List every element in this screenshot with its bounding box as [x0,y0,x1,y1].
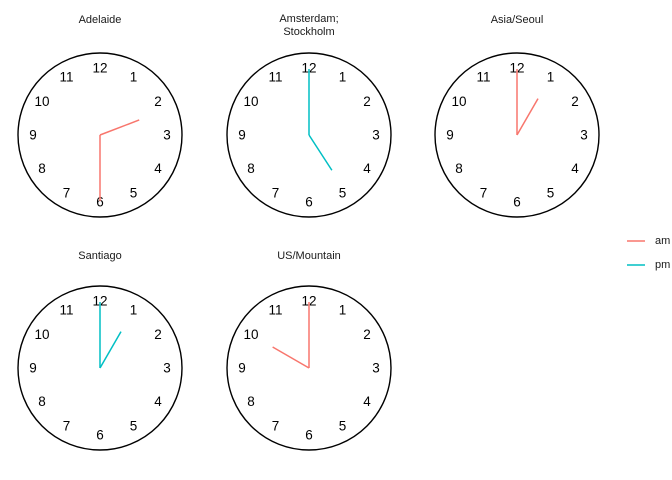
clock-number: 11 [268,69,282,84]
clock-number: 12 [509,61,524,76]
legend: am pm [627,235,670,271]
clock-face [17,52,183,218]
clock-number: 1 [547,69,555,84]
clock-number: 5 [339,419,347,434]
clock-number: 8 [38,394,46,409]
clock-number: 9 [446,128,454,143]
clock-number: 1 [339,302,347,317]
hour-hand [516,98,539,136]
clock-number: 5 [130,419,138,434]
clock-number: 1 [130,69,138,84]
clock-number: 2 [571,94,579,109]
clock-number: 10 [243,327,258,342]
clock-number: 4 [154,394,162,409]
clock-number: 2 [363,94,371,109]
clock-face [17,285,183,451]
clock-number: 12 [92,294,107,309]
clock-number: 7 [272,419,280,434]
legend-item: pm [627,259,670,271]
clock-face [226,285,392,451]
hour-hand [99,119,140,136]
clock-number: 3 [163,128,171,143]
clock-number: 6 [96,428,104,443]
clock-number: 4 [363,394,371,409]
clock-number: 12 [301,61,316,76]
clock-number: 7 [272,186,280,201]
clock-number: 11 [268,302,282,317]
clock-number: 11 [59,302,73,317]
panel-title: Stockholm [283,26,334,38]
clock-number: 8 [247,161,255,176]
clock-number: 6 [513,195,521,210]
clock-number: 1 [130,302,138,317]
clock-number: 8 [455,161,463,176]
clock-face [434,52,600,218]
clock-number: 2 [154,327,162,342]
clock-number: 6 [96,195,104,210]
clock-number: 7 [480,186,488,201]
clock-number: 4 [363,161,371,176]
hour-hand [99,331,122,369]
panel-title: Asia/Seoul [491,14,544,26]
clock-number: 3 [580,128,588,143]
clock-panels: Adelaide121234567891011Amsterdam;Stockho… [17,13,600,451]
clock-number: 12 [301,294,316,309]
clock-number: 11 [476,69,490,84]
clock-number: 5 [339,186,347,201]
clock-number: 8 [38,161,46,176]
clock-number: 3 [372,361,380,376]
legend-item: am [627,235,670,247]
clock-number: 10 [451,94,466,109]
clock-number: 11 [59,69,73,84]
clock-number: 10 [243,94,258,109]
clock-number: 9 [238,128,246,143]
clock-number: 8 [247,394,255,409]
clock-number: 9 [29,128,37,143]
hour-hand [308,134,333,171]
clock-number: 3 [372,128,380,143]
clock-number: 4 [571,161,579,176]
clock-number: 6 [305,428,313,443]
panel-title: US/Mountain [277,250,341,262]
clock-number: 2 [154,94,162,109]
clock-number: 9 [238,361,246,376]
clock-number: 2 [363,327,371,342]
clock-number: 5 [547,186,555,201]
panel-title: Adelaide [79,14,122,26]
legend-label: pm [655,259,670,271]
clock-number: 7 [63,186,71,201]
hour-hand [272,346,310,369]
clock-number: 3 [163,361,171,376]
clock-number: 10 [34,327,49,342]
panel-title: Amsterdam; [279,13,338,25]
clock-number: 7 [63,419,71,434]
clock-number: 1 [339,69,347,84]
legend-label: am [655,235,670,247]
clock-face [226,52,392,218]
panel-title: Santiago [78,250,121,262]
clock-number: 5 [130,186,138,201]
clock-number: 9 [29,361,37,376]
clock-number: 10 [34,94,49,109]
clock-number: 6 [305,195,313,210]
clock-number: 4 [154,161,162,176]
clock-number: 12 [92,61,107,76]
